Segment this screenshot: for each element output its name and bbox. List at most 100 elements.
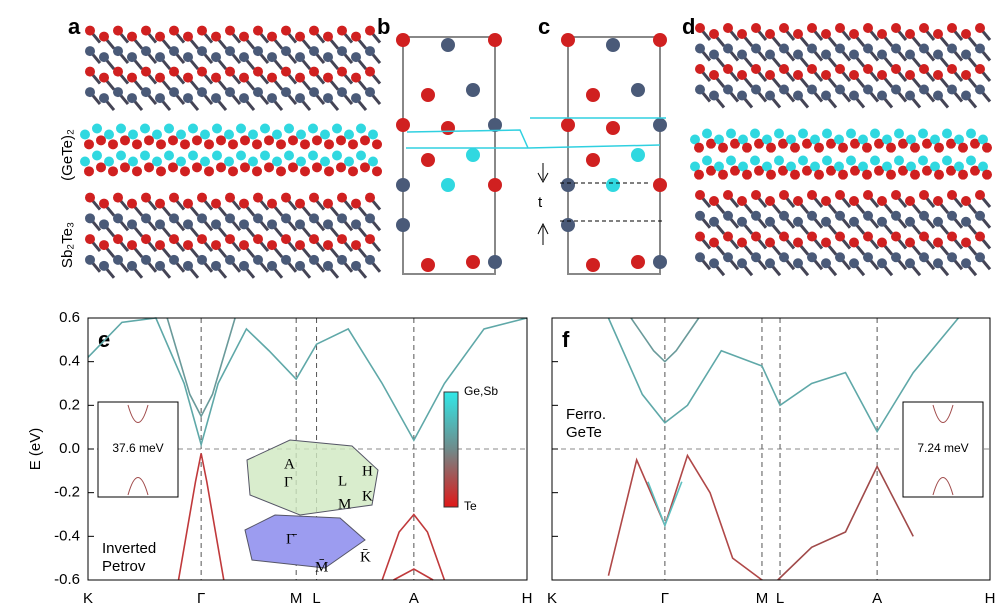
- atom: [253, 254, 263, 265]
- atom: [835, 84, 845, 95]
- atom: [324, 166, 334, 177]
- atom: [344, 156, 354, 167]
- atom: [85, 46, 95, 57]
- atom: [709, 70, 719, 80]
- annotation: GeTe: [566, 424, 602, 441]
- atom: [863, 190, 873, 200]
- atom: [779, 64, 789, 74]
- atom: [155, 240, 165, 251]
- atom: [127, 31, 137, 42]
- atom: [793, 29, 803, 39]
- atom: [211, 31, 221, 42]
- atom: [946, 165, 956, 176]
- atom: [919, 84, 929, 95]
- atom: [216, 135, 226, 146]
- atom: [814, 142, 824, 153]
- atom: [113, 234, 123, 245]
- band: [647, 481, 683, 528]
- atom: [849, 90, 859, 101]
- atom: [910, 142, 920, 153]
- atom: [891, 190, 901, 200]
- atom: [365, 213, 375, 224]
- atom: [276, 139, 286, 150]
- band: [777, 464, 914, 581]
- atom: [709, 49, 719, 60]
- atom: [183, 72, 193, 83]
- atom: [891, 231, 901, 242]
- atom: [946, 138, 956, 149]
- atom: [320, 129, 330, 140]
- atom: [694, 169, 704, 180]
- atom: [877, 90, 887, 101]
- atom: [225, 192, 235, 203]
- atom: [905, 29, 915, 39]
- atom: [905, 258, 915, 269]
- atom: [295, 198, 305, 209]
- atom: [204, 166, 214, 177]
- atom: [284, 123, 294, 134]
- atom: [718, 142, 728, 153]
- atom: [211, 198, 221, 209]
- atom: [793, 237, 803, 248]
- atom: [714, 161, 724, 172]
- atom: [281, 213, 291, 224]
- atom: [156, 166, 166, 177]
- atom: [807, 231, 817, 242]
- atom: [348, 166, 358, 177]
- atom: [99, 93, 109, 104]
- atom: [737, 29, 747, 39]
- atom: [309, 46, 319, 57]
- atom: [894, 128, 904, 139]
- atom: [802, 165, 812, 176]
- atom: [849, 216, 859, 227]
- atom: [239, 52, 249, 63]
- atom: [224, 156, 234, 167]
- atom: [779, 231, 789, 242]
- atom: [197, 46, 207, 57]
- atom: [978, 161, 988, 172]
- atom: [702, 128, 712, 139]
- atom: [822, 128, 832, 139]
- atom: [723, 231, 733, 242]
- atom: [368, 129, 378, 140]
- colorbar-label: Ge,Sb: [464, 384, 498, 398]
- atom: [723, 43, 733, 54]
- atom: [835, 23, 845, 33]
- atom: [421, 258, 435, 272]
- atom: [695, 210, 705, 221]
- atom: [288, 162, 298, 173]
- atom: [947, 84, 957, 95]
- atom: [337, 87, 347, 98]
- y-tick-label: -0.6: [54, 571, 80, 588]
- atom: [695, 43, 705, 54]
- atom: [862, 142, 872, 153]
- atom: [958, 142, 968, 153]
- atom: [695, 190, 705, 200]
- arrow: [537, 163, 549, 245]
- atom: [891, 64, 901, 74]
- atom: [751, 210, 761, 221]
- atom: [723, 252, 733, 263]
- atom: [653, 118, 667, 132]
- atom: [933, 216, 943, 227]
- atom: [810, 134, 820, 145]
- atom: [706, 138, 716, 149]
- atom: [169, 87, 179, 98]
- atom: [762, 161, 772, 172]
- inset-band: [127, 404, 149, 496]
- atom: [300, 139, 310, 150]
- atom: [176, 129, 186, 140]
- atom: [360, 162, 370, 173]
- band: [607, 453, 763, 581]
- atom: [253, 66, 263, 77]
- atom: [365, 234, 375, 245]
- atom: [835, 190, 845, 200]
- panel-label: e: [98, 327, 110, 352]
- atom: [905, 49, 915, 60]
- atom: [320, 156, 330, 167]
- atom: [835, 252, 845, 263]
- atom: [356, 150, 366, 161]
- atom: [99, 198, 109, 209]
- atom: [849, 237, 859, 248]
- atom: [80, 156, 90, 167]
